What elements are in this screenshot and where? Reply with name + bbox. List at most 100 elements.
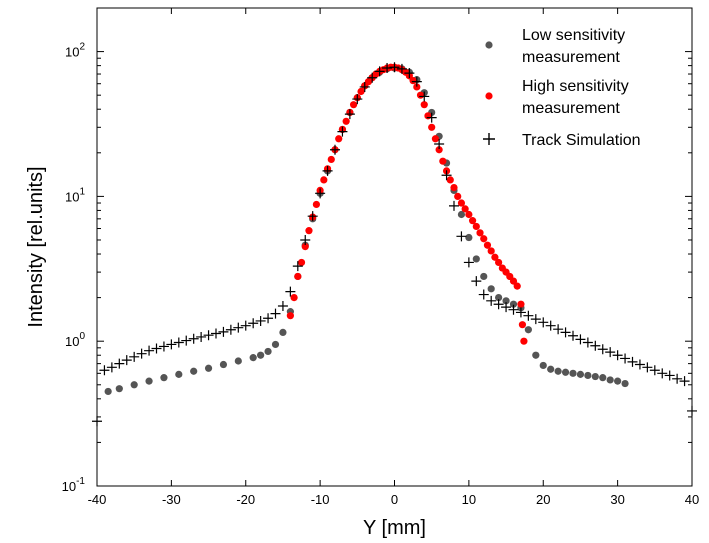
data-point xyxy=(115,385,123,393)
data-point xyxy=(509,300,518,308)
x-tick-label: -40 xyxy=(88,492,107,507)
data-series xyxy=(92,62,697,427)
data-point-plus xyxy=(605,347,616,358)
data-point-plus xyxy=(367,72,378,83)
data-point xyxy=(480,235,488,243)
data-point-plus xyxy=(158,341,169,352)
data-point xyxy=(502,297,510,305)
data-point-plus xyxy=(144,345,155,356)
data-point-plus xyxy=(344,109,355,120)
data-point-plus xyxy=(411,76,422,87)
data-point-plus xyxy=(337,126,348,137)
data-point-plus xyxy=(419,91,430,102)
data-point-plus xyxy=(612,350,623,361)
data-point-plus xyxy=(657,368,668,379)
x-tick-label: 20 xyxy=(536,492,550,507)
legend-label: Track Simulation xyxy=(522,132,641,149)
data-point xyxy=(409,77,417,85)
data-point xyxy=(175,370,183,378)
data-point-plus xyxy=(597,344,608,355)
legend-label: High sensitivity xyxy=(522,78,629,95)
data-point-plus xyxy=(463,257,474,268)
data-point-plus xyxy=(92,416,102,427)
x-tick-label: -20 xyxy=(236,492,255,507)
data-point-plus xyxy=(508,304,519,315)
data-point xyxy=(472,255,480,263)
data-point xyxy=(349,101,358,109)
data-point xyxy=(491,253,499,261)
data-point xyxy=(621,379,629,388)
data-point xyxy=(435,146,443,154)
data-point xyxy=(547,365,555,373)
data-point xyxy=(301,243,309,251)
data-point xyxy=(454,192,462,200)
data-point-plus xyxy=(99,365,110,376)
data-point-plus xyxy=(248,318,259,329)
data-point xyxy=(569,369,577,377)
data-point xyxy=(290,294,298,302)
data-point xyxy=(584,371,592,380)
data-point-plus xyxy=(672,373,683,384)
data-point xyxy=(297,258,306,267)
legend-symbol-dot xyxy=(485,41,493,49)
data-point xyxy=(342,117,350,125)
data-point xyxy=(305,227,313,235)
data-point xyxy=(468,217,477,225)
data-point-plus xyxy=(530,314,541,325)
data-point xyxy=(495,258,503,267)
data-point-plus xyxy=(404,68,415,79)
data-point xyxy=(457,199,466,207)
data-point-plus xyxy=(225,324,236,335)
data-point xyxy=(279,328,287,337)
data-point-plus xyxy=(188,333,199,344)
data-point-plus xyxy=(664,370,675,381)
data-point-plus xyxy=(151,343,162,354)
data-point xyxy=(335,135,343,143)
data-point-plus xyxy=(374,66,385,77)
data-point xyxy=(264,347,272,356)
data-point xyxy=(104,387,112,396)
data-point-plus xyxy=(582,337,593,348)
data-point-plus xyxy=(233,322,244,333)
y-tick-label: 100 xyxy=(65,331,85,349)
data-point-plus xyxy=(292,261,303,272)
data-point xyxy=(327,155,335,164)
data-point xyxy=(472,222,480,231)
data-point-plus xyxy=(166,339,177,350)
data-point xyxy=(439,157,447,165)
data-point xyxy=(480,272,488,281)
data-point xyxy=(576,370,585,378)
data-point xyxy=(416,91,425,99)
data-point-plus xyxy=(121,355,132,366)
data-point xyxy=(509,277,518,285)
data-point-plus xyxy=(434,139,445,150)
data-point xyxy=(294,272,302,281)
data-point-plus xyxy=(218,326,229,337)
x-tick-label: -30 xyxy=(162,492,181,507)
data-point-plus xyxy=(173,337,184,348)
data-point-plus xyxy=(181,335,192,346)
data-point-plus xyxy=(330,144,340,155)
x-tick-label: 30 xyxy=(610,492,624,507)
legend-symbol-plus xyxy=(483,133,495,145)
data-point-plus xyxy=(114,358,125,369)
data-point xyxy=(457,210,466,219)
data-point-plus xyxy=(129,351,140,362)
data-point xyxy=(357,87,365,96)
data-point-plus xyxy=(277,301,288,312)
data-point xyxy=(413,83,421,91)
x-tick-label: 0 xyxy=(391,492,398,507)
legend-label: measurement xyxy=(522,49,620,66)
data-point xyxy=(271,340,280,349)
data-point-plus xyxy=(359,81,370,92)
data-point xyxy=(465,210,473,219)
data-point xyxy=(190,367,198,375)
axis-ticks: -40 -30 -20 -10 0 10 20 30 40 10-1 100 101 102 xyxy=(62,8,699,507)
y-tick-label: 10-1 xyxy=(62,476,86,494)
data-point-plus xyxy=(620,353,631,364)
data-point xyxy=(204,364,213,372)
data-point-plus xyxy=(255,315,266,326)
data-point-plus xyxy=(538,317,549,328)
data-point xyxy=(286,312,294,320)
